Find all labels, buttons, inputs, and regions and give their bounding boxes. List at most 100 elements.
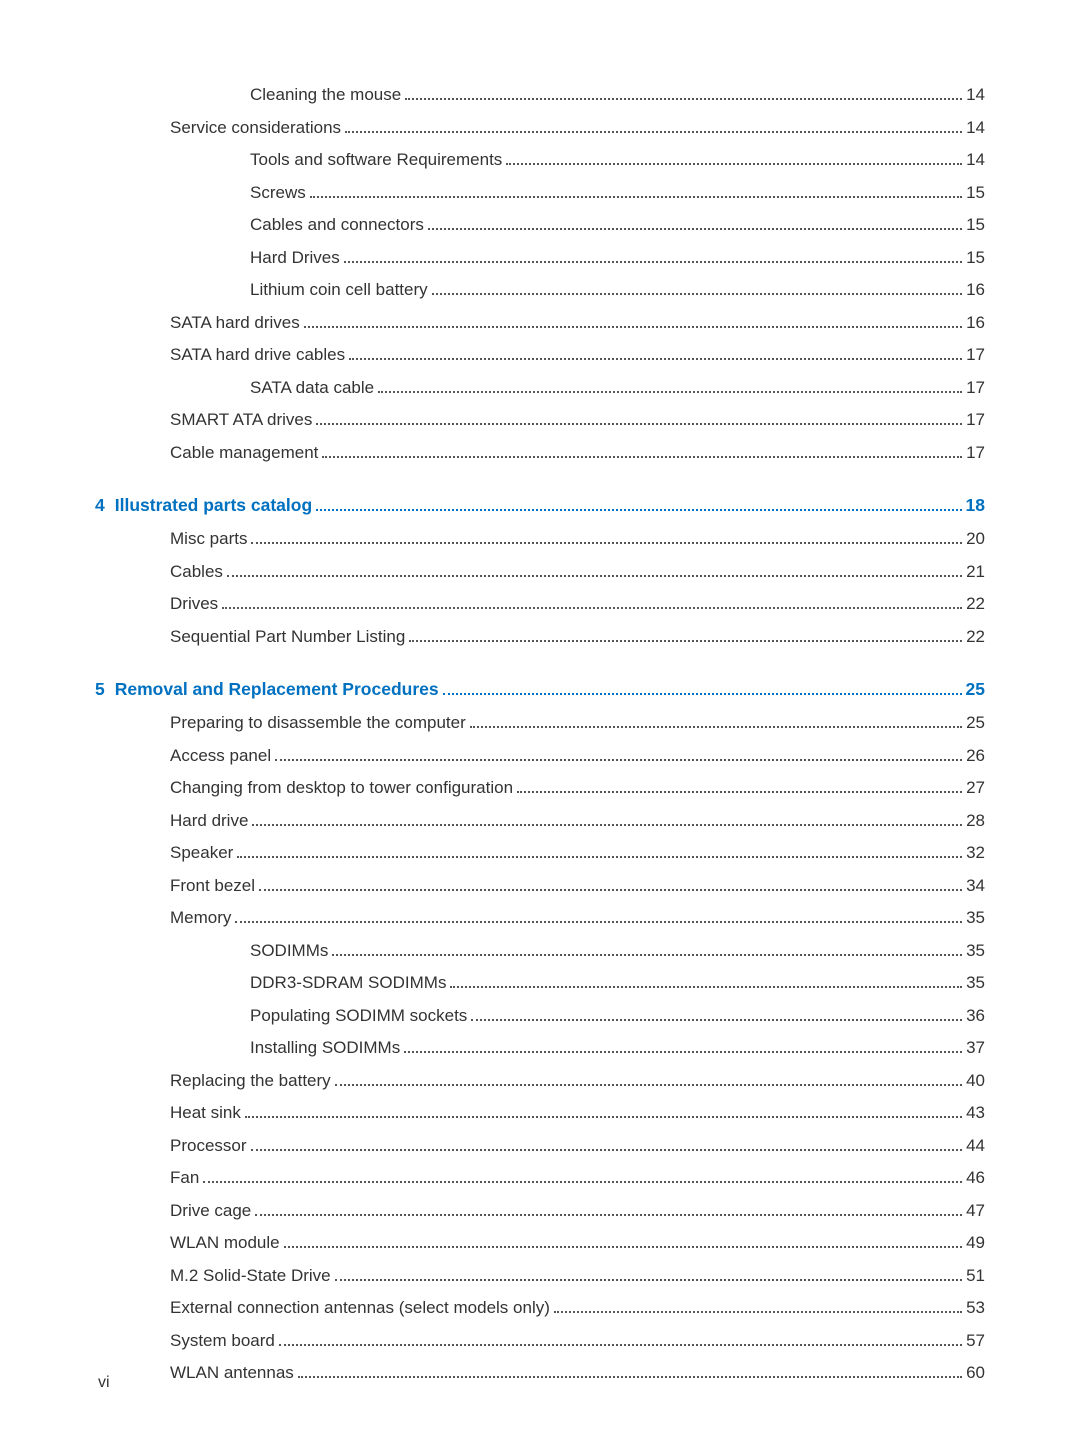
toc-entry[interactable]: Fan46 (95, 1165, 985, 1191)
toc-label: Heat sink (170, 1100, 241, 1126)
toc-entry[interactable]: Heat sink 43 (95, 1100, 985, 1126)
toc-entry[interactable]: System board 57 (95, 1328, 985, 1354)
toc-entry[interactable]: WLAN antennas60 (95, 1360, 985, 1386)
toc-entry[interactable]: Sequential Part Number Listing22 (95, 624, 985, 650)
leader-dots (470, 726, 962, 728)
toc-entry[interactable]: Lithium coin cell battery16 (95, 277, 985, 303)
toc-entry[interactable]: Preparing to disassemble the computer25 (95, 710, 985, 736)
toc-label: Preparing to disassemble the computer (170, 710, 466, 736)
toc-entry[interactable]: Misc parts20 (95, 526, 985, 552)
leader-dots (310, 196, 962, 198)
toc-entry[interactable]: Cable management 17 (95, 440, 985, 466)
leader-dots (450, 986, 962, 988)
toc-page: 43 (966, 1100, 985, 1126)
toc-page: 26 (966, 743, 985, 769)
toc-entry[interactable]: DDR3-SDRAM SODIMMs35 (95, 970, 985, 996)
chapter-4-heading[interactable]: 4 Illustrated parts catalog 18 (95, 495, 985, 516)
toc-entry[interactable]: Hard drive 28 (95, 808, 985, 834)
toc-label: Tools and software Requirements (250, 147, 502, 173)
toc-page: 17 (966, 440, 985, 466)
toc-page: 53 (966, 1295, 985, 1321)
toc-entry[interactable]: Drive cage47 (95, 1198, 985, 1224)
toc-entry[interactable]: External connection antennas (select mod… (95, 1295, 985, 1321)
leader-dots (335, 1084, 962, 1086)
toc-page: 49 (966, 1230, 985, 1256)
toc-entry[interactable]: Replacing the battery 40 (95, 1068, 985, 1094)
toc-page: 47 (966, 1198, 985, 1224)
toc-label: System board (170, 1328, 275, 1354)
toc-page: 17 (966, 342, 985, 368)
toc-page: 57 (966, 1328, 985, 1354)
chapter-5-heading[interactable]: 5 Removal and Replacement Procedures 25 (95, 679, 985, 700)
toc-entry[interactable]: Front bezel34 (95, 873, 985, 899)
toc-label: SATA hard drives (170, 310, 300, 336)
page-number: vi (98, 1374, 110, 1392)
leader-dots (428, 228, 962, 230)
toc-label: External connection antennas (select mod… (170, 1295, 550, 1321)
toc-entry[interactable]: Processor44 (95, 1133, 985, 1159)
leader-dots (284, 1246, 962, 1248)
toc-page: 16 (966, 310, 985, 336)
leader-dots (344, 261, 962, 263)
toc-entry[interactable]: Cables21 (95, 559, 985, 585)
toc-page: 15 (966, 180, 985, 206)
toc-page: 28 (966, 808, 985, 834)
toc-entry[interactable]: Screws 15 (95, 180, 985, 206)
leader-dots (259, 889, 962, 891)
toc-label: Cable management (170, 440, 318, 466)
toc-entry[interactable]: SATA data cable17 (95, 375, 985, 401)
leader-dots (316, 509, 961, 511)
toc-label: Screws (250, 180, 306, 206)
toc-entry[interactable]: Hard Drives15 (95, 245, 985, 271)
toc-label: Installing SODIMMs (250, 1035, 400, 1061)
toc-label: Access panel (170, 743, 271, 769)
toc-page: 17 (966, 407, 985, 433)
toc-page: 35 (966, 905, 985, 931)
leader-dots (409, 640, 962, 642)
toc-label: Hard Drives (250, 245, 340, 271)
toc-label: Replacing the battery (170, 1068, 331, 1094)
toc-entry[interactable]: Service considerations14 (95, 115, 985, 141)
toc-label: Hard drive (170, 808, 248, 834)
toc-label: DDR3-SDRAM SODIMMs (250, 970, 446, 996)
toc-entry[interactable]: Memory35 (95, 905, 985, 931)
toc-page: 36 (966, 1003, 985, 1029)
toc-label: Cables and connectors (250, 212, 424, 238)
chapter-title: Removal and Replacement Procedures (115, 679, 439, 700)
chapter-4-items: Misc parts20 Cables21 Drives22 Sequential P… (95, 526, 985, 649)
toc-entry[interactable]: Installing SODIMMs37 (95, 1035, 985, 1061)
toc-entry[interactable]: Cleaning the mouse14 (95, 82, 985, 108)
toc-label: SODIMMs (250, 938, 328, 964)
toc-entry[interactable]: WLAN module49 (95, 1230, 985, 1256)
toc-entry[interactable]: SATA hard drive cables17 (95, 342, 985, 368)
toc-label: Cleaning the mouse (250, 82, 401, 108)
chapter-3-continuation: Cleaning the mouse14Service consideratio… (95, 82, 985, 465)
toc-page: 14 (966, 115, 985, 141)
toc-entry[interactable]: Drives22 (95, 591, 985, 617)
toc-entry[interactable]: Access panel 26 (95, 743, 985, 769)
toc-entry[interactable]: SATA hard drives 16 (95, 310, 985, 336)
toc-label: Changing from desktop to tower configura… (170, 775, 513, 801)
toc-entry[interactable]: Tools and software Requirements14 (95, 147, 985, 173)
leader-dots (517, 791, 962, 793)
toc-label: Front bezel (170, 873, 255, 899)
toc-entry[interactable]: M.2 Solid-State Drive51 (95, 1263, 985, 1289)
leader-dots (252, 824, 962, 826)
toc-entry[interactable]: Populating SODIMM sockets36 (95, 1003, 985, 1029)
toc-page: 32 (966, 840, 985, 866)
leader-dots (255, 1214, 962, 1216)
leader-dots (443, 693, 962, 695)
toc-page: 22 (966, 591, 985, 617)
toc-entry[interactable]: Changing from desktop to tower configura… (95, 775, 985, 801)
toc-page: 40 (966, 1068, 985, 1094)
chapter-title: Illustrated parts catalog (115, 495, 312, 516)
leader-dots (554, 1311, 962, 1313)
leader-dots (304, 326, 962, 328)
toc-page: 46 (966, 1165, 985, 1191)
toc-page: 15 (966, 212, 985, 238)
leader-dots (251, 1149, 963, 1151)
toc-entry[interactable]: Speaker32 (95, 840, 985, 866)
toc-entry[interactable]: Cables and connectors 15 (95, 212, 985, 238)
toc-entry[interactable]: SMART ATA drives17 (95, 407, 985, 433)
toc-entry[interactable]: SODIMMs35 (95, 938, 985, 964)
